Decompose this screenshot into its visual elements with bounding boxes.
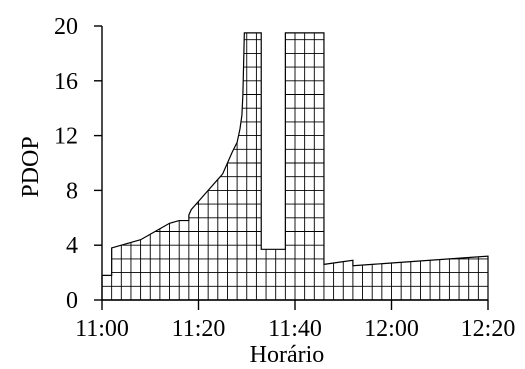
- y-axis-label: PDOP: [18, 136, 44, 197]
- series-outline: [101, 32, 489, 301]
- y-tick-label: 4: [66, 233, 78, 259]
- x-tick-label: 11:20: [172, 316, 226, 342]
- x-tick-label: 12:20: [461, 316, 516, 342]
- y-tick-label: 8: [66, 178, 78, 204]
- data-area: [101, 32, 489, 301]
- x-tick-label: 12:00: [364, 316, 419, 342]
- y-tick-label: 20: [54, 14, 78, 40]
- x-axis-label: Horário: [250, 342, 325, 368]
- y-tick-label: 12: [54, 124, 78, 150]
- x-tick-label: 11:40: [268, 316, 322, 342]
- hatch-grid: [102, 32, 488, 300]
- x-tick-label: 11:00: [75, 316, 129, 342]
- y-tick-label: 0: [66, 288, 78, 314]
- ticks: 11:00 11:20 11:40 12:00 12:20 0 4 8 12 16 20: [54, 14, 515, 342]
- y-tick-label: 16: [54, 69, 78, 95]
